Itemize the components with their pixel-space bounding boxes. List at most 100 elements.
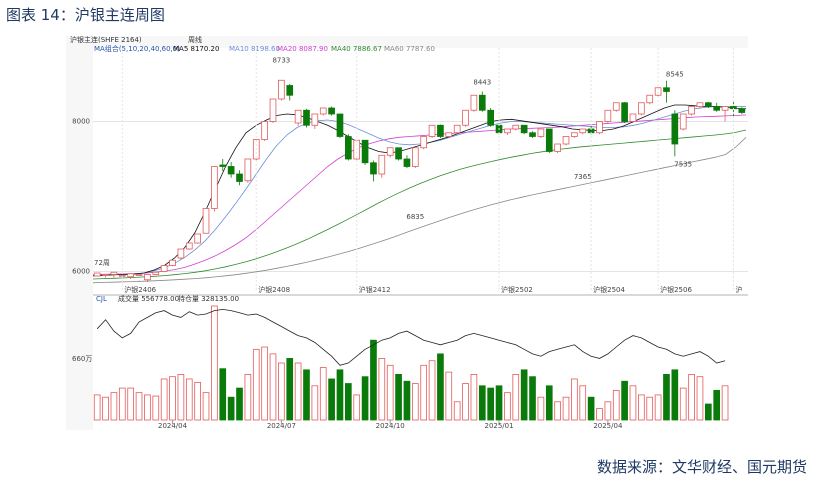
candle-body bbox=[403, 158, 411, 167]
ma-header-ma20: MA20 8087.90 bbox=[277, 45, 328, 53]
volume-bar bbox=[395, 373, 402, 421]
volume-bar bbox=[244, 373, 252, 421]
volume-bar bbox=[487, 387, 494, 421]
candle-body bbox=[696, 102, 704, 107]
volume-bar bbox=[328, 378, 335, 421]
volume-bar bbox=[219, 368, 227, 421]
volume-left-label: 72周 bbox=[94, 259, 110, 267]
candle bbox=[713, 102, 721, 112]
candle-body bbox=[319, 107, 327, 115]
candle-body bbox=[102, 274, 109, 276]
candle bbox=[261, 121, 268, 141]
candle bbox=[629, 113, 637, 123]
candle bbox=[169, 259, 176, 267]
candle bbox=[361, 139, 369, 165]
candle bbox=[462, 109, 469, 127]
candle-body bbox=[671, 113, 679, 145]
candle-body bbox=[152, 271, 160, 275]
candle bbox=[102, 274, 109, 278]
candle-body bbox=[612, 102, 620, 111]
price-annotation: 6835 bbox=[406, 213, 424, 221]
volume-bar bbox=[252, 348, 260, 421]
candle-body bbox=[236, 173, 243, 182]
ma5-line bbox=[92, 104, 747, 277]
volume-bar bbox=[93, 394, 101, 421]
candle-body bbox=[462, 109, 469, 126]
volume-bar bbox=[638, 394, 645, 421]
volume-bar bbox=[311, 385, 319, 421]
candle bbox=[453, 124, 461, 135]
candle-body bbox=[378, 154, 386, 175]
candle-body bbox=[144, 274, 151, 281]
candle-body bbox=[596, 121, 603, 134]
candle-body bbox=[345, 136, 352, 160]
candle bbox=[127, 273, 135, 279]
contract-label: 沪银2502 bbox=[501, 285, 533, 294]
candle bbox=[144, 274, 151, 282]
volume-bar bbox=[704, 403, 712, 421]
candle-body bbox=[286, 85, 294, 96]
candle-body bbox=[386, 147, 394, 156]
candle bbox=[529, 131, 536, 138]
volume-bar bbox=[353, 394, 361, 421]
candle bbox=[303, 108, 310, 128]
candle-body bbox=[261, 121, 268, 140]
candle-body bbox=[529, 132, 536, 137]
volume-bar bbox=[378, 358, 386, 421]
instrument-label: 沪银主连(SHFE 2164) bbox=[70, 36, 142, 44]
candle bbox=[185, 242, 193, 250]
candle bbox=[537, 128, 545, 138]
contract-label: 沪银2506 bbox=[660, 285, 692, 294]
candle-body bbox=[177, 248, 185, 259]
volume-bar bbox=[504, 392, 511, 421]
candle bbox=[345, 134, 352, 161]
ma-header-ma60: MA60 7787.60 bbox=[384, 45, 435, 53]
candle bbox=[411, 147, 419, 168]
candle-body bbox=[638, 102, 645, 115]
candle-body bbox=[679, 113, 687, 130]
candle bbox=[152, 271, 160, 277]
volume-bar bbox=[227, 396, 235, 421]
candle-body bbox=[654, 87, 662, 96]
candle-body bbox=[487, 109, 494, 126]
open-interest-line bbox=[96, 308, 726, 366]
ma-combo-label: MA组合(5,10,20,40,60,0) bbox=[94, 44, 180, 53]
candle bbox=[227, 162, 235, 178]
volume-bar bbox=[261, 346, 268, 421]
candle bbox=[428, 124, 436, 138]
candle-body bbox=[294, 109, 302, 124]
candle bbox=[403, 155, 411, 168]
candle-body bbox=[395, 147, 402, 160]
candle-body bbox=[688, 106, 695, 115]
volume-bar bbox=[571, 378, 578, 421]
candle-body bbox=[227, 166, 235, 175]
candle-body bbox=[269, 98, 277, 122]
candle-body bbox=[721, 106, 729, 111]
volume-bar bbox=[512, 373, 520, 421]
volume-bar bbox=[236, 387, 243, 421]
contract-label: 沪银2408 bbox=[258, 285, 290, 294]
volume-bar bbox=[621, 380, 628, 421]
candle bbox=[244, 158, 252, 183]
candle bbox=[370, 160, 377, 182]
candle bbox=[638, 102, 645, 116]
candle-body bbox=[160, 265, 168, 272]
volume-bar bbox=[671, 369, 679, 421]
chart-panel: 沪银主连(SHFE 2164) 周线 MA组合(5,10,20,40,60,0)… bbox=[66, 36, 748, 430]
volume-bar bbox=[654, 394, 662, 421]
volume-bar bbox=[604, 401, 612, 421]
price-annotation: 8443 bbox=[473, 78, 491, 86]
candle-body bbox=[512, 124, 520, 130]
candle bbox=[696, 102, 704, 108]
price-axis-tick: 8000 bbox=[72, 118, 90, 126]
candle bbox=[286, 84, 294, 101]
candle-body bbox=[478, 94, 486, 111]
contract-labels: 沪银2406 沪银2408 沪银2412 沪银2502 沪银2504 沪银2506 沪 bbox=[121, 48, 742, 294]
volume-bar bbox=[336, 369, 344, 421]
candle bbox=[612, 102, 620, 112]
candle-body bbox=[211, 166, 218, 209]
volume-bar bbox=[596, 408, 603, 421]
candle bbox=[487, 108, 494, 127]
volume-bar bbox=[294, 362, 302, 421]
contract-label: 沪 bbox=[735, 285, 742, 294]
